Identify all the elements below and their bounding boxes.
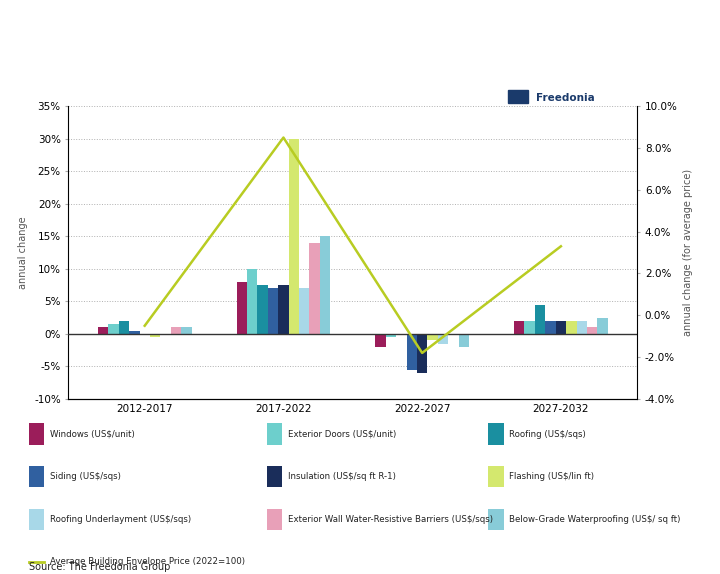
FancyBboxPatch shape: [29, 509, 44, 530]
Bar: [417, 334, 428, 373]
Bar: [278, 285, 289, 334]
Bar: [438, 334, 448, 344]
FancyBboxPatch shape: [29, 424, 44, 445]
Bar: [508, 90, 528, 103]
Bar: [247, 269, 258, 334]
FancyBboxPatch shape: [267, 509, 282, 530]
Bar: [119, 321, 129, 334]
Text: Freedonia: Freedonia: [536, 93, 595, 103]
Text: Insulation (US$/sq ft R-1): Insulation (US$/sq ft R-1): [288, 472, 396, 481]
Bar: [386, 334, 396, 337]
FancyBboxPatch shape: [488, 424, 504, 445]
Bar: [129, 331, 140, 334]
Bar: [310, 243, 320, 334]
Text: Roofing (US$/sqs): Roofing (US$/sqs): [509, 429, 586, 439]
FancyBboxPatch shape: [267, 466, 282, 487]
Y-axis label: annual change (for average price): annual change (for average price): [683, 169, 693, 336]
Text: Siding (US$/sqs): Siding (US$/sqs): [50, 472, 120, 481]
Bar: [150, 334, 161, 337]
Bar: [508, 121, 518, 127]
Bar: [289, 139, 299, 334]
Bar: [375, 334, 386, 347]
Bar: [545, 321, 556, 334]
Text: (% CAGR): (% CAGR): [9, 69, 68, 79]
Text: Figure 3-5.: Figure 3-5.: [9, 11, 76, 22]
Text: Windows (US$/unit): Windows (US$/unit): [50, 429, 135, 439]
Text: Average Building Envelope Price (2022=100): Average Building Envelope Price (2022=10…: [50, 557, 245, 566]
Text: Roofing Underlayment (US$/sqs): Roofing Underlayment (US$/sqs): [50, 515, 191, 523]
Text: 2012, 2017, 2022, 2027, & 2032: 2012, 2017, 2022, 2027, & 2032: [9, 50, 209, 60]
Bar: [98, 327, 108, 334]
FancyBboxPatch shape: [488, 466, 504, 487]
Bar: [556, 321, 566, 334]
FancyBboxPatch shape: [488, 509, 504, 530]
Text: Exterior Doors (US$/unit): Exterior Doors (US$/unit): [288, 429, 396, 439]
Bar: [535, 305, 545, 334]
Bar: [524, 321, 535, 334]
Bar: [268, 288, 278, 334]
FancyBboxPatch shape: [267, 424, 282, 445]
Bar: [320, 236, 330, 334]
Bar: [566, 321, 577, 334]
Bar: [428, 334, 438, 340]
Text: Source: The Freedonia Group: Source: The Freedonia Group: [29, 563, 170, 572]
Text: Flashing (US$/lin ft): Flashing (US$/lin ft): [509, 472, 594, 481]
Bar: [171, 327, 181, 334]
Text: North America: Building Envelope Average Price Growth by Products,: North America: Building Envelope Average…: [9, 30, 442, 40]
Text: Exterior Wall Water-Resistive Barriers (US$/sqs): Exterior Wall Water-Resistive Barriers (…: [288, 515, 493, 523]
Bar: [577, 321, 587, 334]
Bar: [459, 334, 469, 347]
Bar: [407, 334, 417, 370]
FancyBboxPatch shape: [29, 466, 44, 487]
Bar: [237, 282, 247, 334]
Bar: [508, 108, 528, 115]
Bar: [299, 288, 310, 334]
Bar: [258, 285, 268, 334]
Bar: [598, 317, 608, 334]
Bar: [587, 327, 598, 334]
Bar: [108, 324, 119, 334]
Text: Below-Grade Waterproofing (US$/ sq ft): Below-Grade Waterproofing (US$/ sq ft): [509, 515, 680, 523]
Bar: [514, 321, 524, 334]
Bar: [181, 327, 192, 334]
Y-axis label: annual change: annual change: [19, 216, 29, 289]
Text: Group: Group: [536, 112, 564, 121]
